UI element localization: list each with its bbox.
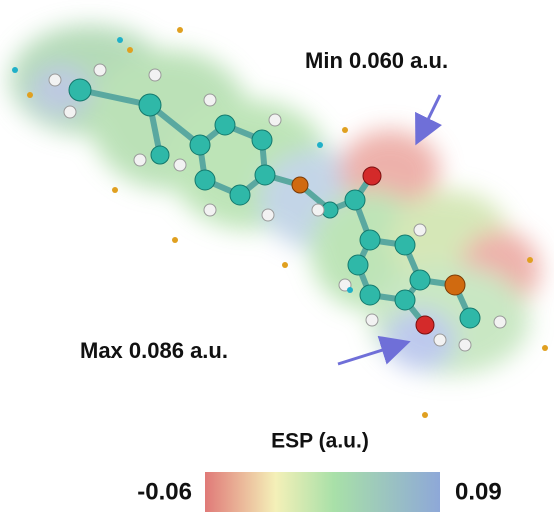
colorbar-title: ESP (a.u.) (271, 430, 369, 453)
colorbar-max-label: 0.09 (455, 478, 502, 505)
colorbar-min-label: -0.06 (137, 478, 192, 505)
min-annotation: Min 0.060 a.u. (305, 48, 448, 73)
max-annotation: Max 0.086 a.u. (80, 338, 228, 363)
colorbar (205, 472, 440, 512)
esp-figure: Min 0.060 a.u. Max 0.086 a.u. ESP (a.u.)… (0, 0, 554, 517)
min-arrow (418, 95, 440, 140)
esp-surface (10, 25, 540, 375)
